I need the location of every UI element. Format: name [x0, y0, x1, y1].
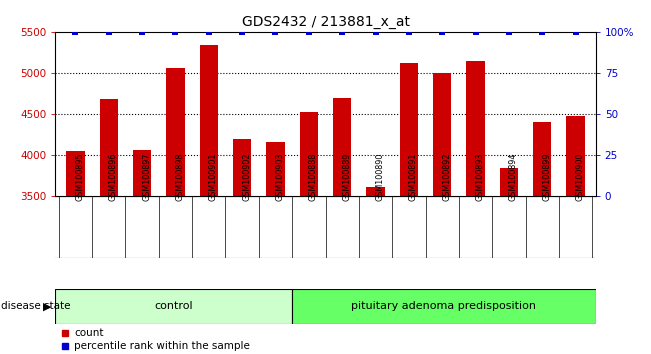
Point [471, 29, 481, 35]
Bar [266, 142, 284, 354]
Point [270, 29, 281, 35]
Title: GDS2432 / 213881_x_at: GDS2432 / 213881_x_at [242, 16, 409, 29]
Text: GSM100891: GSM100891 [409, 153, 418, 201]
Text: GSM100893: GSM100893 [476, 153, 484, 201]
Text: GSM100898: GSM100898 [175, 153, 184, 201]
Text: GSM100889: GSM100889 [342, 153, 351, 201]
Point [170, 29, 180, 35]
Bar [433, 73, 451, 354]
Text: ▶: ▶ [43, 301, 52, 311]
Text: GSM100888: GSM100888 [309, 153, 318, 201]
Point [537, 29, 547, 35]
Bar [55, 289, 292, 324]
Text: GSM100892: GSM100892 [442, 153, 451, 201]
Bar [533, 122, 551, 354]
Bar [66, 151, 85, 354]
Text: GSM100903: GSM100903 [275, 153, 284, 201]
Text: GSM100901: GSM100901 [209, 153, 218, 201]
Text: GSM100895: GSM100895 [76, 153, 85, 201]
Text: GSM100894: GSM100894 [509, 153, 518, 201]
Bar [166, 68, 185, 354]
Bar [566, 116, 585, 354]
Bar [466, 61, 485, 354]
Text: GSM100902: GSM100902 [242, 153, 251, 201]
Text: GSM100900: GSM100900 [575, 153, 585, 201]
Bar [400, 63, 418, 354]
Bar [500, 169, 518, 354]
Point [303, 29, 314, 35]
Point [137, 29, 147, 35]
Bar [233, 139, 251, 354]
Point [204, 29, 214, 35]
Bar [367, 187, 385, 354]
Bar [333, 98, 352, 354]
Bar [292, 289, 596, 324]
Text: GSM100897: GSM100897 [142, 153, 151, 201]
Point [437, 29, 447, 35]
Point [337, 29, 348, 35]
Point [70, 29, 81, 35]
Text: GSM100899: GSM100899 [542, 153, 551, 201]
Text: control: control [154, 301, 193, 311]
Point [104, 29, 114, 35]
Point [504, 29, 514, 35]
Point [237, 29, 247, 35]
Text: disease state: disease state [1, 301, 71, 311]
Point [404, 29, 414, 35]
Text: GSM100890: GSM100890 [376, 153, 385, 201]
Text: pituitary adenoma predisposition: pituitary adenoma predisposition [351, 301, 536, 311]
Text: percentile rank within the sample: percentile rank within the sample [74, 341, 250, 351]
Bar [133, 150, 151, 354]
Point [370, 29, 381, 35]
Text: GSM100896: GSM100896 [109, 153, 118, 201]
Bar [100, 99, 118, 354]
Bar [200, 45, 218, 354]
Point [570, 29, 581, 35]
Bar [299, 112, 318, 354]
Text: count: count [74, 328, 104, 338]
